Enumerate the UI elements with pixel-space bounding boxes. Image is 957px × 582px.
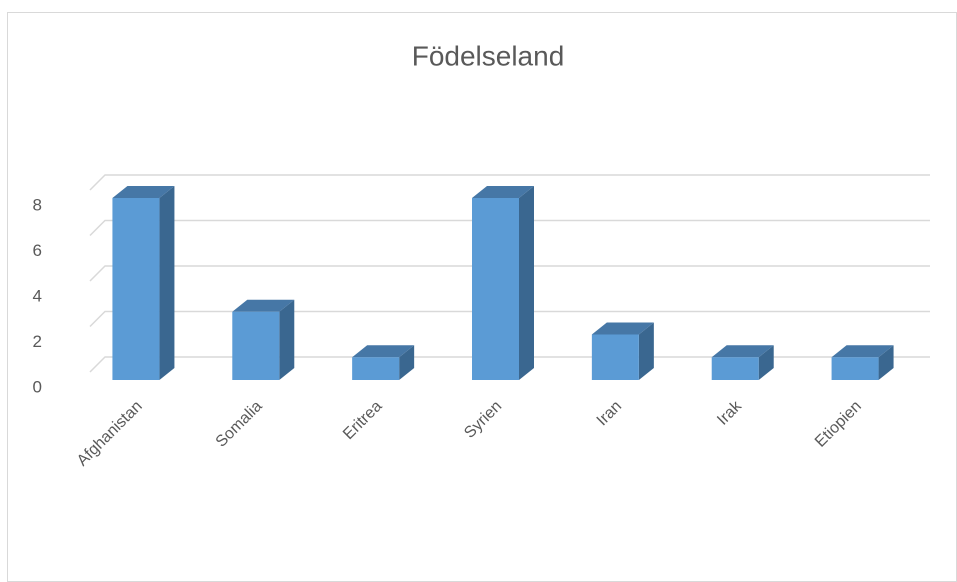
bar-top (831, 345, 894, 358)
bar (112, 186, 175, 380)
bar (831, 345, 894, 380)
bar (232, 299, 295, 380)
bar (472, 186, 534, 380)
bar-front (472, 198, 519, 380)
bar-front (591, 334, 639, 380)
bar-front (232, 311, 280, 380)
bar-front (711, 357, 759, 380)
bar-side (638, 322, 654, 380)
bar-front (352, 357, 400, 380)
grid-line (89, 356, 930, 373)
grid-line (89, 265, 930, 282)
bar-front (112, 198, 160, 380)
grid-line (89, 310, 930, 328)
bar-top (112, 186, 175, 198)
y-tick-label: 0 (33, 377, 42, 396)
bar-top (711, 345, 774, 358)
bar-side (519, 186, 534, 380)
bar-front (831, 357, 879, 380)
bar-top (352, 345, 415, 358)
bar (591, 322, 654, 380)
bar-top (591, 322, 654, 335)
bar-side (279, 299, 295, 380)
bar-side (399, 345, 415, 380)
bar-side (159, 186, 175, 380)
bar-top (232, 299, 295, 312)
bar (711, 345, 774, 380)
grid-line (89, 219, 930, 237)
bar-side (878, 345, 894, 380)
bar-side (758, 345, 774, 380)
grid-line (89, 174, 930, 191)
y-tick-label: 6 (33, 241, 42, 260)
y-tick-label: 4 (33, 286, 42, 305)
chart-title: Födelseland (412, 40, 565, 71)
y-tick-label: 8 (33, 195, 42, 214)
bar (352, 345, 415, 380)
y-tick-label: 2 (33, 332, 42, 351)
bar-top (472, 186, 534, 198)
